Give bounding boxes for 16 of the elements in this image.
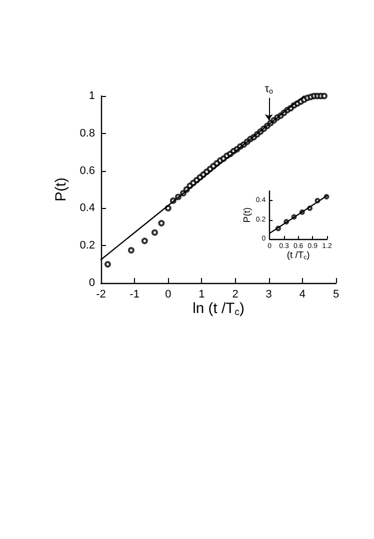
- x-tick-label: 0: [165, 288, 172, 300]
- y-tick-label: 0.4: [80, 202, 95, 214]
- x-tick-label: -2: [96, 288, 106, 300]
- y-axis-title: P(t): [242, 207, 253, 223]
- x-tick-label: -1: [130, 288, 140, 300]
- x-tick-label: 2: [232, 288, 238, 300]
- y-tick-label: 0.2: [80, 240, 95, 252]
- x-tick-label: 5: [332, 288, 340, 300]
- x-tick-label: 3: [266, 288, 272, 300]
- x-tick-label: 4: [299, 288, 306, 300]
- y-axis-title: P(t): [53, 177, 70, 202]
- y-tick-label: 0.6: [80, 164, 95, 177]
- x-tick-label: 1: [198, 288, 205, 300]
- y-tick-label: 0.8: [80, 127, 95, 140]
- y-tick-label: 0: [88, 277, 95, 289]
- y-tick-label: 1: [88, 90, 95, 102]
